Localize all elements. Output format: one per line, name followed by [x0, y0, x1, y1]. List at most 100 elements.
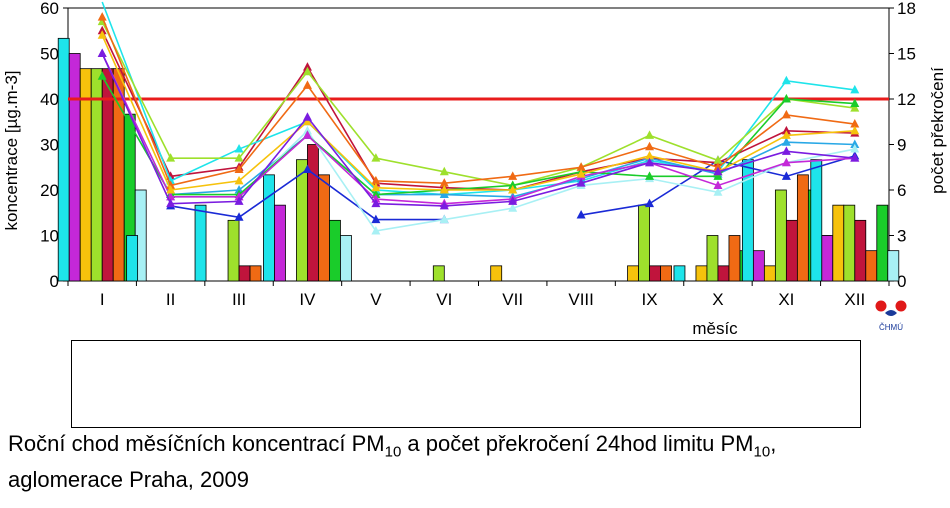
y2-axis-tick-label: 9: [897, 136, 906, 155]
data-point: [713, 166, 723, 176]
series-line: [101, 75, 855, 196]
x-axis-tick-label: II: [166, 290, 175, 309]
y2-axis-tick-label: 15: [897, 45, 916, 64]
y-axis-tick-label: 20: [40, 181, 59, 200]
data-point: [576, 178, 586, 187]
x-axis-tick-label: VI: [436, 290, 452, 309]
data-point: [97, 25, 107, 35]
data-point: [645, 150, 655, 160]
y-axis-tick-label: 60: [40, 0, 59, 18]
chmu-logo: ČHMÚ: [875, 300, 907, 332]
y2-axis-tick-label: 6: [897, 181, 906, 200]
data-point: [645, 171, 655, 180]
data-point: [439, 185, 449, 194]
bar: [638, 204, 650, 282]
series-line: [101, 1, 855, 196]
data-point: [781, 109, 791, 119]
bar: [854, 219, 867, 282]
bar: [673, 265, 686, 282]
y2-axis-tick-label: 18: [897, 0, 916, 18]
series-line: [101, 34, 855, 191]
data-point: [713, 171, 723, 180]
bar: [90, 68, 103, 282]
y-axis-tick-label: 0: [50, 272, 59, 291]
y-axis-title: koncentrace [µg.m-3]: [2, 70, 21, 230]
data-point: [576, 210, 586, 219]
logo-dot-left: [875, 300, 887, 312]
data-point: [371, 214, 381, 224]
bar: [227, 219, 240, 282]
data-point: [234, 175, 244, 185]
bar: [717, 265, 730, 282]
data-point: [371, 175, 381, 185]
bar: [249, 265, 262, 282]
data-point: [302, 130, 312, 139]
data-point: [234, 212, 244, 221]
data-point: [781, 75, 791, 85]
series-line: [101, 53, 855, 205]
data-point: [97, 71, 107, 80]
x-axis-tick-label: XII: [844, 290, 865, 309]
data-point: [781, 125, 791, 135]
data-point: [166, 171, 176, 180]
caption-subscript-1: 10: [384, 443, 402, 461]
y2-axis-tick-label: 12: [897, 90, 916, 109]
data-point: [371, 225, 381, 235]
caption-text-c: ,: [770, 431, 777, 456]
data-point: [781, 94, 791, 103]
legend: [71, 340, 861, 428]
chart-caption: Roční chod měsíčních koncentrací PM10 a …: [8, 430, 776, 494]
data-point: [850, 119, 860, 128]
bar: [785, 219, 798, 282]
x-axis-tick-label: VII: [502, 290, 523, 309]
data-point: [850, 153, 860, 162]
data-point: [576, 169, 586, 178]
data-point: [508, 185, 518, 194]
data-point: [850, 139, 860, 148]
data-point: [781, 157, 791, 167]
bar: [329, 219, 341, 282]
bar: [112, 68, 125, 282]
data-point: [508, 203, 518, 212]
data-point: [508, 180, 518, 189]
data-point: [645, 130, 655, 139]
x-axis-tick-label: IX: [642, 290, 658, 309]
data-point: [371, 182, 381, 192]
data-point: [166, 185, 176, 194]
data-point: [97, 12, 107, 21]
bar: [706, 235, 719, 282]
data-point: [713, 162, 723, 171]
bar: [660, 265, 672, 282]
data-point: [850, 103, 860, 112]
bar: [865, 250, 878, 282]
data-point: [645, 157, 655, 167]
data-point: [439, 214, 449, 224]
data-point: [508, 171, 518, 180]
y-axis-tick-label: 10: [40, 227, 59, 246]
data-point: [302, 80, 312, 89]
bar: [796, 174, 809, 282]
data-point: [166, 153, 176, 162]
data-point: [302, 125, 312, 135]
data-point: [302, 116, 312, 126]
data-point: [166, 175, 176, 185]
data-point: [371, 153, 381, 162]
x-axis-tick-label: IV: [299, 290, 316, 309]
data-point: [234, 196, 244, 205]
bar: [194, 204, 207, 282]
data-point: [781, 146, 791, 155]
bar: [627, 265, 639, 282]
logo-drop: [885, 310, 897, 316]
caption-line-1: Roční chod měsíčních koncentrací PM10 a …: [8, 430, 776, 466]
data-point: [97, 30, 107, 39]
x-axis-tick-label: V: [370, 290, 382, 309]
data-point: [713, 180, 723, 189]
data-point: [302, 66, 312, 76]
bar: [876, 204, 889, 282]
y-axis-tick-label: 50: [40, 45, 59, 64]
bar: [774, 189, 787, 282]
data-point: [234, 164, 244, 174]
bar: [752, 250, 765, 282]
bar: [57, 37, 70, 282]
bar: [649, 265, 661, 282]
